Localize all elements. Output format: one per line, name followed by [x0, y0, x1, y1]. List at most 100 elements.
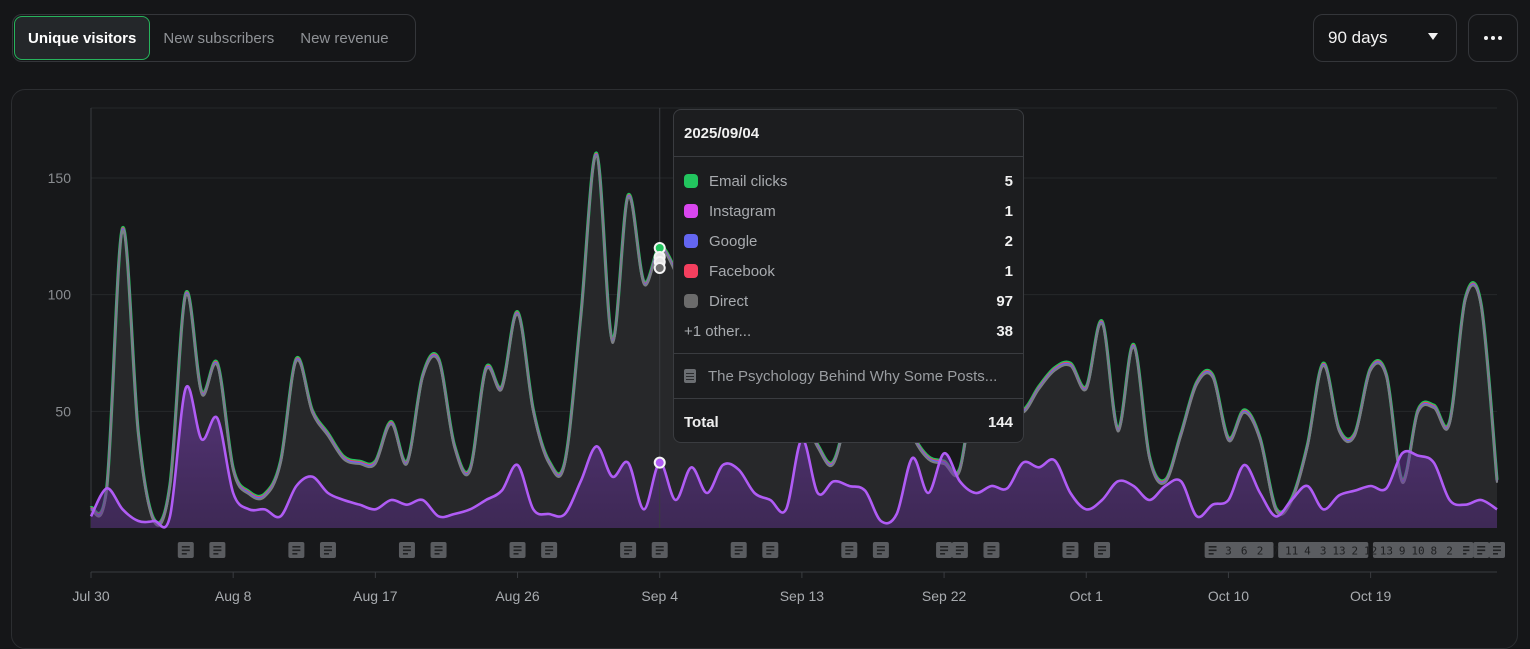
post-marker-line — [876, 553, 882, 555]
post-group-count: 3 — [1320, 545, 1327, 558]
post-marker-line — [181, 549, 190, 552]
tooltip-row-instagram: Instagram 1 — [674, 196, 1023, 226]
tooltip-value: 5 — [1004, 172, 1013, 190]
post-group-count: 2 — [1257, 545, 1264, 558]
post-marker-line — [292, 553, 298, 555]
post-marker-line — [292, 546, 301, 548]
x-tick-label: Sep 4 — [641, 588, 678, 604]
post-marker-line — [1493, 549, 1501, 552]
x-tick-label: Jul 30 — [72, 588, 110, 604]
post-marker-line — [624, 546, 633, 548]
tooltip-value: 1 — [1004, 202, 1013, 220]
post-group-marker[interactable] — [1372, 542, 1464, 558]
post-marker-line — [323, 549, 332, 552]
post-marker-line — [955, 546, 964, 548]
tooltip-row-google: Google 2 — [674, 226, 1023, 256]
tooltip-label: Google — [709, 232, 758, 250]
tooltip-row-direct: Direct 97 — [674, 286, 1023, 316]
post-marker-line — [955, 553, 961, 555]
post-marker-line — [766, 546, 775, 548]
post-marker-line — [513, 549, 522, 552]
post-marker-line — [323, 546, 332, 548]
tooltip-value: 97 — [996, 292, 1013, 310]
post-marker-line — [1066, 553, 1072, 555]
y-tick-label: 100 — [48, 287, 72, 303]
chart-tooltip: 2025/09/04 Email clicks 5 Instagram 1 Go… — [673, 109, 1024, 443]
tooltip-value: 1 — [1004, 262, 1013, 280]
email-area — [91, 386, 1497, 528]
post-marker-line — [734, 549, 743, 552]
tooltip-row-facebook: Facebook 1 — [674, 256, 1023, 286]
tooltip-label: Instagram — [709, 202, 776, 220]
post-marker-line — [845, 546, 854, 548]
post-marker-line — [1098, 546, 1107, 548]
post-marker-line — [434, 553, 440, 555]
post-marker-line — [876, 549, 885, 552]
post-marker-line — [1066, 549, 1075, 552]
tooltip-value: 2 — [1004, 232, 1013, 250]
post-marker-line — [402, 546, 411, 548]
post-group-count: 2 — [1446, 545, 1453, 558]
tooltip-post-title: The Psychology Behind Why Some Posts... — [708, 367, 998, 385]
tooltip-total-value: 144 — [987, 413, 1013, 431]
post-group-count: 7 — [1273, 545, 1280, 558]
post-marker-line — [624, 549, 633, 552]
post-marker-line — [1461, 553, 1467, 555]
post-marker-line — [545, 553, 551, 555]
post-marker-line — [434, 549, 443, 552]
tooltip-other-value: 38 — [996, 322, 1013, 340]
post-marker-line — [1208, 549, 1217, 552]
tab-new-revenue[interactable]: New revenue — [300, 29, 389, 47]
tooltip-total-label: Total — [684, 413, 719, 431]
post-group-marker[interactable] — [1216, 542, 1274, 558]
x-tick-label: Oct 10 — [1208, 588, 1249, 604]
post-marker-line — [987, 549, 996, 552]
more-options-button[interactable] — [1468, 14, 1518, 62]
post-marker-line — [1493, 553, 1498, 555]
post-group-count: 6 — [1241, 545, 1248, 558]
post-group-marker[interactable] — [1278, 542, 1369, 558]
instagram-swatch — [684, 204, 698, 218]
post-marker-line — [434, 546, 443, 548]
tab-new-subscribers[interactable]: New subscribers — [163, 29, 275, 47]
y-tick-label: 50 — [55, 403, 71, 419]
post-marker-line — [655, 553, 661, 555]
x-tick-label: Oct 1 — [1070, 588, 1104, 604]
post-marker-line — [181, 546, 190, 548]
post-group-count: 3 — [1225, 545, 1232, 558]
post-marker-line — [955, 549, 964, 552]
hover-point — [653, 262, 666, 274]
post-marker-line — [655, 549, 664, 552]
tooltip-date: 2025/09/04 — [674, 110, 1023, 157]
post-marker-line — [734, 546, 743, 548]
x-tick-label: Aug 17 — [353, 588, 398, 604]
tooltip-row-other: +1 other... 38 — [674, 316, 1023, 346]
post-marker-line — [987, 553, 993, 555]
post-marker-line — [876, 546, 885, 548]
tooltip-post: The Psychology Behind Why Some Posts... — [674, 353, 1023, 399]
x-tick-label: Aug 8 — [215, 588, 252, 604]
date-range-label: 90 days — [1328, 28, 1388, 47]
metric-tabs: Unique visitors New subscribers New reve… — [12, 14, 416, 62]
date-range-select[interactable]: 90 days — [1313, 14, 1457, 62]
post-marker-line — [940, 549, 949, 552]
x-tick-label: Sep 22 — [922, 588, 967, 604]
post-marker-line — [402, 549, 411, 552]
direct-swatch — [684, 294, 698, 308]
post-marker-line — [987, 546, 996, 548]
post-group-count: 10 — [1411, 545, 1424, 558]
y-tick-label: 150 — [48, 170, 72, 186]
series-line-email — [89, 384, 1498, 529]
post-marker-line — [1477, 549, 1486, 552]
tooltip-label: Facebook — [709, 262, 775, 280]
visitors-chart[interactable]: 50 100 150 Jul 30 Aug 8 Aug 17 Aug 26 Sep 4 Sep … — [0, 0, 1530, 621]
tooltip-label: Direct — [709, 292, 749, 310]
tab-unique-visitors[interactable]: Unique visitors — [14, 16, 151, 60]
post-marker-line — [545, 546, 554, 548]
post-group-count: 2 — [1352, 545, 1359, 558]
post-marker-line — [323, 553, 329, 555]
post-group-count: 11 — [1285, 545, 1298, 558]
post-marker-line — [766, 549, 775, 552]
post-marker-line — [766, 553, 772, 555]
tooltip-total: Total 144 — [674, 399, 1023, 445]
